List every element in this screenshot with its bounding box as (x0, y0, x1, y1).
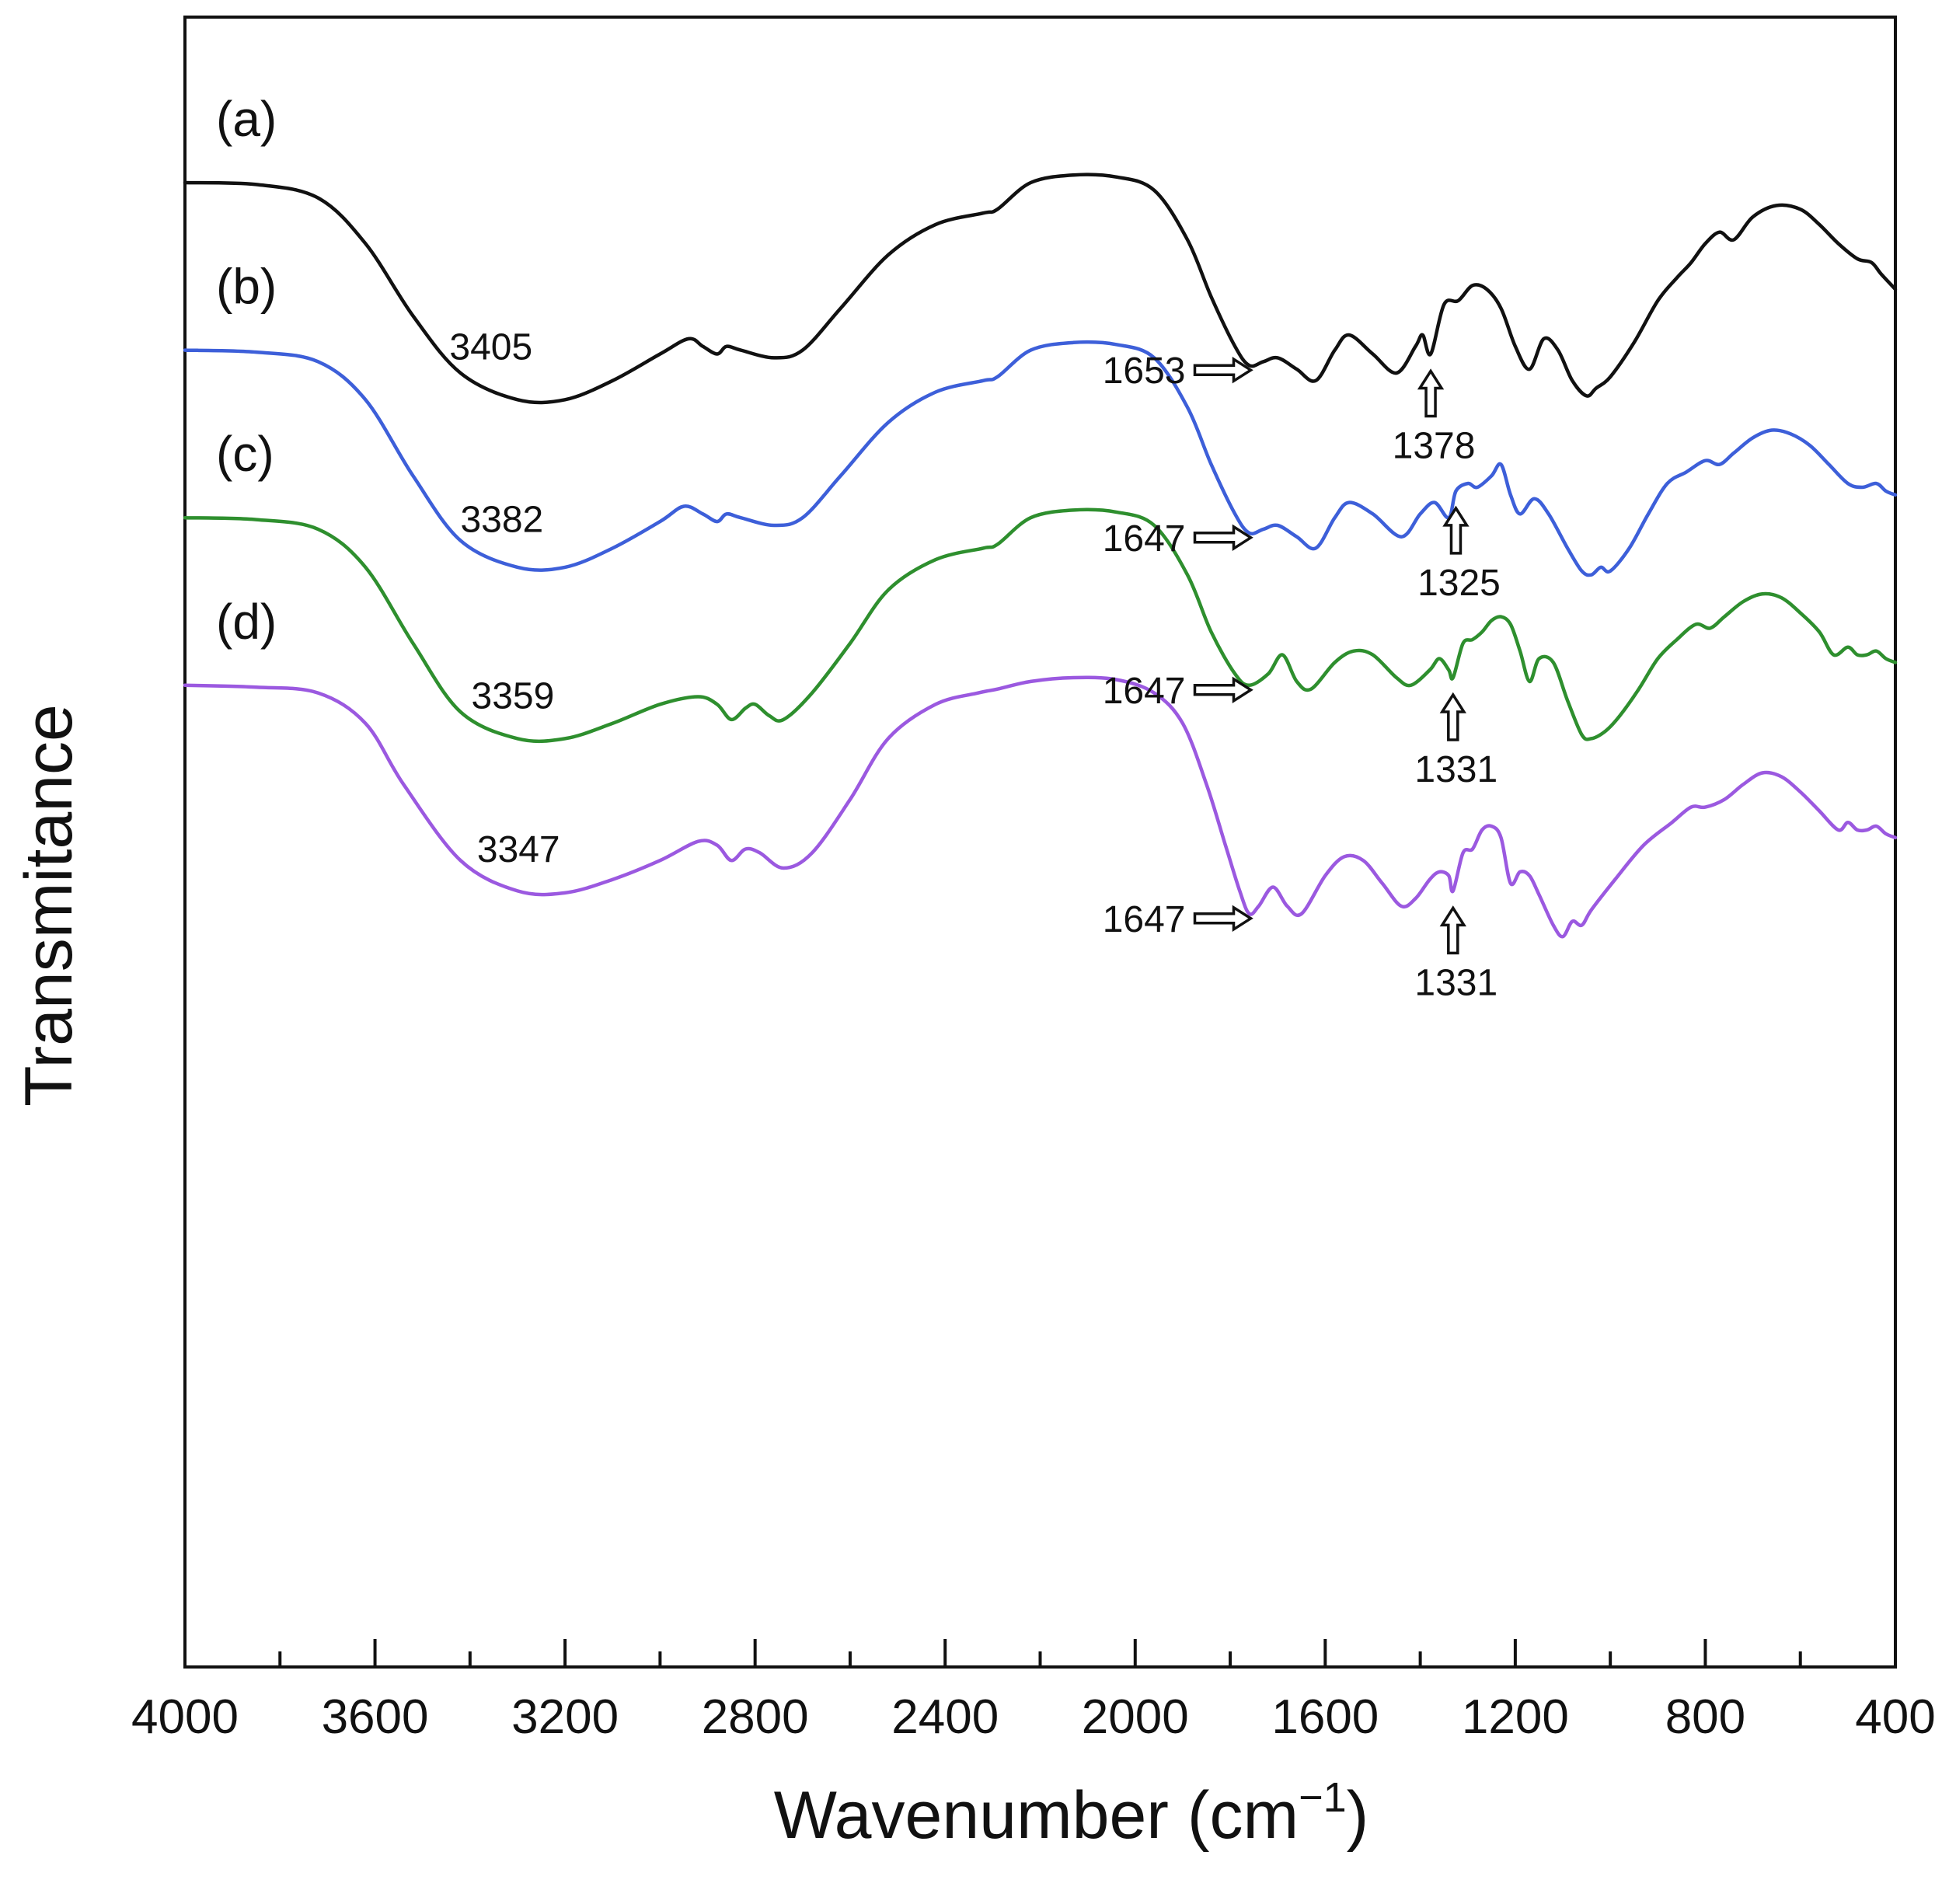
arrow-shape (1193, 524, 1253, 551)
annotation-label-b-3382: 3382 (460, 499, 543, 540)
spectra-series (183, 173, 1898, 939)
annotation-label-d-3347: 3347 (477, 829, 560, 870)
arrow-shape (1193, 905, 1253, 932)
series-label-d: (d) (216, 594, 277, 650)
annotation-label-d-1647: 1647 (1103, 899, 1186, 940)
x-tick-label-2800: 2800 (702, 1690, 809, 1744)
series-line-b (183, 340, 1898, 577)
annotation-label-c-1647: 1647 (1103, 671, 1186, 712)
arrow-shape (1439, 905, 1466, 955)
series-line-a (183, 173, 1898, 405)
x-axis-label-close: ) (1347, 1778, 1369, 1853)
x-tick-label-2000: 2000 (1082, 1690, 1189, 1744)
annotation-label-b-1325: 1325 (1417, 563, 1501, 604)
annotation-label-a-1378: 1378 (1393, 426, 1476, 467)
arrow-right-b-1647: 1647 (1103, 518, 1253, 560)
y-axis-label: Transmitance (12, 704, 86, 1107)
x-tick-label-1200: 1200 (1462, 1690, 1569, 1744)
x-tick-label-4000: 4000 (131, 1690, 239, 1744)
peak-annotations: 3405 1653 1378 3382 1647 1325 3359 1647 1331 3347… (449, 326, 1500, 1003)
arrow-up-d-1331: 1331 (1414, 905, 1497, 1003)
series-label-c: (c) (216, 426, 274, 482)
annotation-label-b-1647: 1647 (1103, 518, 1186, 560)
x-axis-tick-labels: 4000 3600 3200 2800 2400 2000 1600 1200 800 400 (131, 1690, 1936, 1744)
annotation-label-a-1653: 1653 (1103, 350, 1186, 392)
arrow-right-c-1647: 1647 (1103, 671, 1253, 712)
annotation-label-c-3359: 3359 (472, 676, 555, 717)
x-axis-label-superscript: −1 (1299, 1774, 1347, 1821)
x-tick-label-1600: 1600 (1271, 1690, 1379, 1744)
x-tick-label-3200: 3200 (511, 1690, 619, 1744)
arrow-right-a-1653: 1653 (1103, 350, 1253, 392)
series-label-b: (b) (216, 259, 277, 315)
arrow-right-d-1647: 1647 (1103, 899, 1253, 940)
x-tick-label-800: 800 (1665, 1690, 1745, 1744)
series-label-a: (a) (216, 91, 277, 147)
arrow-up-b-1325: 1325 (1417, 505, 1501, 604)
arrow-shape (1439, 692, 1466, 741)
annotation-label-c-1331: 1331 (1414, 749, 1497, 790)
arrow-up-a-1378: 1378 (1393, 368, 1476, 467)
arrow-shape (1417, 368, 1445, 418)
plot-area (183, 16, 1897, 1669)
arrow-up-c-1331: 1331 (1414, 692, 1497, 790)
series-line-d (183, 675, 1898, 939)
plot-frame (183, 16, 1897, 1669)
arrow-shape (1193, 357, 1253, 384)
x-tick-label-2400: 2400 (891, 1690, 999, 1744)
arrow-shape (1193, 676, 1253, 703)
x-axis-label: Wavenumber (cm−1) (774, 1774, 1369, 1853)
x-axis-ticks (183, 1639, 1897, 1667)
series-line-c (183, 507, 1898, 744)
series-labels: (a) (b) (c) (d) (216, 91, 277, 650)
arrow-shape (1442, 505, 1470, 555)
annotation-label-a-3405: 3405 (449, 326, 532, 368)
x-tick-label-400: 400 (1855, 1690, 1935, 1744)
x-axis-label-main: Wavenumber (cm (774, 1778, 1299, 1853)
annotation-label-d-1331: 1331 (1414, 962, 1497, 1003)
x-tick-label-3600: 3600 (322, 1690, 429, 1744)
